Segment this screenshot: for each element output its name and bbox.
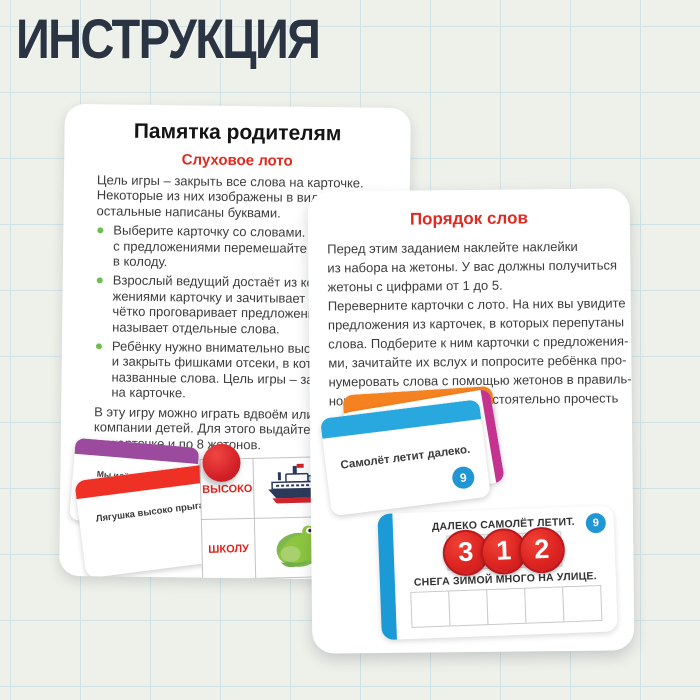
lotto-word-cell: ШКОЛУ [201,518,256,580]
token-cells-row: 3 1 2 [393,525,615,577]
card-number-badge: 9 [451,465,476,490]
memo-subtitle: Слуховое лото [181,151,293,170]
word-order-card: Порядок слов Перед этим заданием наклейт… [307,188,635,654]
number-token: 2 [517,525,566,574]
text-line: из набора на жетоны. У вас должны получи… [327,257,618,276]
empty-cells-row [395,584,617,628]
empty-cell [409,590,451,628]
memo-title: Памятка родителям [133,119,342,146]
empty-cell [447,589,489,627]
empty-cell [523,586,564,624]
empty-cell [561,584,602,623]
token-cell: 2 [517,525,566,574]
stack-card-blue: Самолёт летит далеко. 9 [319,399,491,517]
bullet-dot-icon [96,277,103,284]
empty-cell [485,587,526,626]
paragraph: Перед этим заданием наклейте наклейки из… [327,236,631,296]
page-title: ИНСТРУКЦИЯ [16,7,321,70]
answer-card-inner: ДАЛЕКО САМОЛЁТ ЛЕТИТ. 9 3 1 2 СНЕГА ЗИМО… [392,505,617,639]
word-order-title: Порядок слов [409,208,528,229]
answer-card: ДАЛЕКО САМОЛЁТ ЛЕТИТ. 9 3 1 2 СНЕГА ЗИМО… [377,505,618,641]
bullet-dot-icon [97,227,104,234]
bullet-dot-icon [95,343,102,350]
